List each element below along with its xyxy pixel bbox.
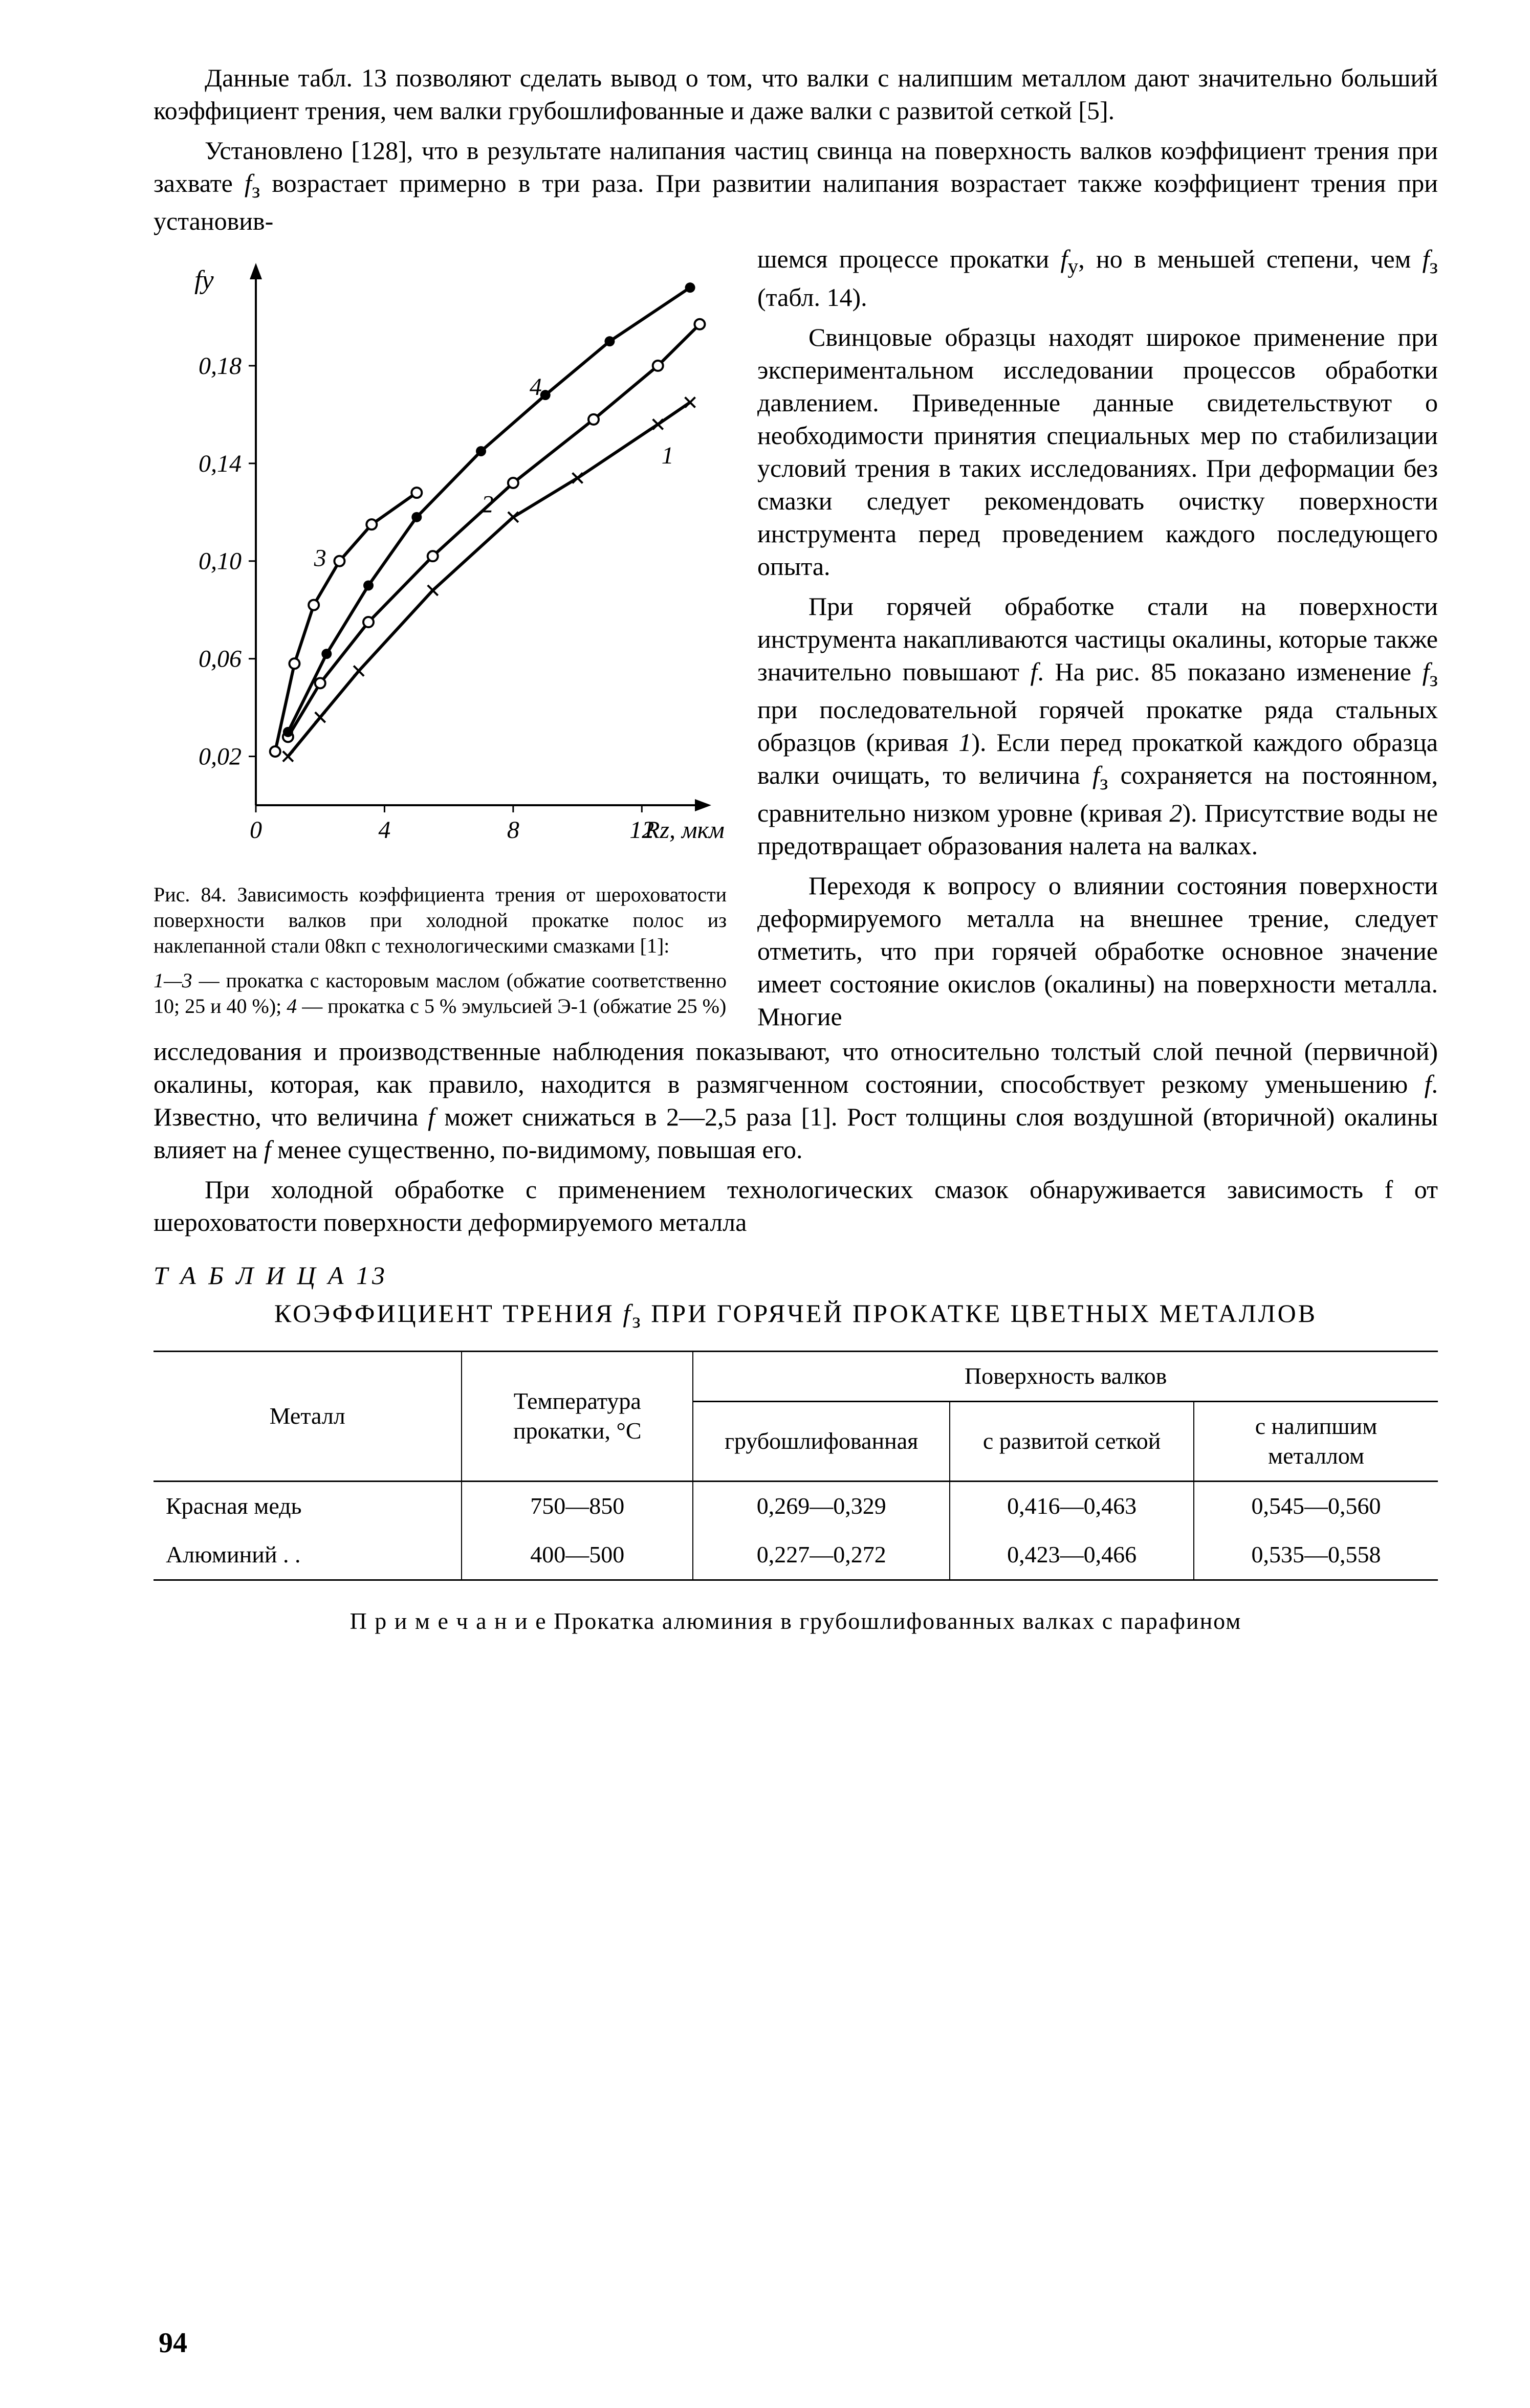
svg-text:fу: fу: [194, 266, 214, 295]
figure-column: 0,020,060,100,140,1804812fуRz, мкм1234 Р…: [154, 242, 727, 1033]
cell-c1: 0,269—0,329: [693, 1482, 950, 1531]
table-row: Алюминий . . 400—500 0,227—0,272 0,423—0…: [154, 1531, 1438, 1580]
cell-metal: Алюминий . .: [154, 1531, 462, 1580]
page-number: 94: [159, 2325, 187, 2362]
cell-temp: 750—850: [462, 1482, 693, 1531]
paragraph-5-lead: Переходя к вопросу о влиянии состояния п…: [757, 869, 1438, 1033]
cell-metal: Красная медь: [154, 1482, 462, 1531]
th-c2: с развитой сеткой: [950, 1401, 1194, 1482]
th-c3: с налипшим металлом: [1194, 1401, 1438, 1482]
svg-text:3: 3: [314, 545, 326, 572]
page: Данные табл. 13 позволяют сделать вывод …: [0, 0, 1530, 2408]
th-c1: грубошлифованная: [693, 1401, 950, 1482]
cell-c1: 0,227—0,272: [693, 1531, 950, 1580]
paragraph-1: Данные табл. 13 позволяют сделать вывод …: [154, 61, 1438, 127]
svg-text:0: 0: [250, 816, 262, 844]
paragraph-5-cont: исследования и производственные наблюден…: [154, 1035, 1438, 1166]
text-column: шемся процессе прокатки fу, но в меньшей…: [757, 242, 1438, 1033]
figure-caption: Рис. 84. Зависимость коэффициента трения…: [154, 882, 727, 959]
cell-c3: 0,535—0,558: [1194, 1531, 1438, 1580]
table-row: Красная медь 750—850 0,269—0,329 0,416—0…: [154, 1482, 1438, 1531]
table-title: КОЭФФИЦИЕНТ ТРЕНИЯ fз ПРИ ГОРЯЧЕЙ ПРОКАТ…: [154, 1297, 1438, 1335]
table-13: Металл Температура прокатки, °С Поверхно…: [154, 1351, 1438, 1581]
svg-text:0,02: 0,02: [199, 743, 242, 770]
figure-legend: 1—3 — прокатка с касторовым маслом (обжа…: [154, 968, 727, 1019]
svg-text:0,06: 0,06: [199, 646, 242, 673]
th-metal: Металл: [154, 1351, 462, 1482]
cell-temp: 400—500: [462, 1531, 693, 1580]
cell-c3: 0,545—0,560: [1194, 1482, 1438, 1531]
svg-text:2: 2: [482, 491, 494, 518]
paragraph-2-cont: шемся процессе прокатки fу, но в меньшей…: [757, 242, 1438, 313]
paragraph-3: Свинцовые образцы находят широкое примен…: [757, 321, 1438, 583]
table-note: П р и м е ч а н и е Прокатка алюминия в …: [154, 1606, 1438, 1637]
paragraph-4: При горячей обработке стали на поверхнос…: [757, 590, 1438, 863]
svg-text:0,14: 0,14: [199, 450, 242, 477]
paragraph-2-lead: Установлено [128], что в результате нали…: [154, 134, 1438, 237]
svg-text:4: 4: [378, 816, 390, 844]
svg-text:1: 1: [662, 442, 674, 469]
paragraph-6: При холодной обработке с применением тех…: [154, 1173, 1438, 1239]
svg-text:Rz, мкм: Rz, мкм: [644, 816, 725, 844]
svg-text:4: 4: [530, 374, 542, 401]
two-column-block: 0,020,060,100,140,1804812fуRz, мкм1234 Р…: [154, 242, 1438, 1033]
cell-c2: 0,416—0,463: [950, 1482, 1194, 1531]
svg-text:8: 8: [507, 816, 519, 844]
svg-text:0,10: 0,10: [199, 548, 242, 575]
table-heading: Т А Б Л И Ц А 13: [154, 1259, 1438, 1292]
svg-text:0,18: 0,18: [199, 352, 242, 380]
chart-fy-vs-rz: 0,020,060,100,140,1804812fуRz, мкм1234: [154, 242, 727, 867]
cell-c2: 0,423—0,466: [950, 1531, 1194, 1580]
th-temp: Температура прокатки, °С: [462, 1351, 693, 1482]
figure-84: 0,020,060,100,140,1804812fуRz, мкм1234: [154, 242, 727, 867]
th-surface-group: Поверхность валков: [693, 1351, 1438, 1401]
